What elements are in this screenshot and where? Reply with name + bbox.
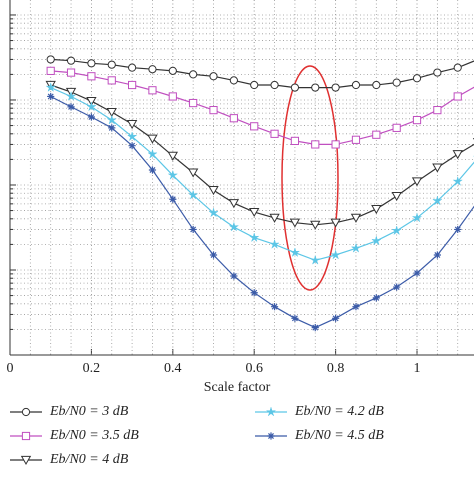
marker <box>331 250 340 258</box>
marker <box>129 81 136 88</box>
marker <box>393 79 400 86</box>
marker <box>332 315 339 322</box>
marker <box>433 164 442 172</box>
marker <box>291 248 300 256</box>
marker <box>454 93 461 100</box>
marker <box>434 251 441 258</box>
marker <box>392 193 401 201</box>
marker <box>190 71 197 78</box>
marker <box>169 93 176 100</box>
marker <box>373 131 380 138</box>
marker <box>373 81 380 88</box>
x-tick-label: 0.8 <box>327 361 345 376</box>
legend-label: Eb/N0 = 4.5 dB <box>294 428 384 443</box>
marker <box>88 113 95 120</box>
marker <box>88 73 95 80</box>
marker <box>454 226 461 233</box>
marker <box>250 233 259 242</box>
marker <box>210 251 217 258</box>
marker <box>434 107 441 114</box>
marker <box>454 64 461 71</box>
marker <box>267 432 274 439</box>
marker <box>108 61 115 68</box>
marker <box>169 196 176 203</box>
marker <box>291 84 298 91</box>
marker <box>352 81 359 88</box>
marker <box>230 115 237 122</box>
series-line <box>51 97 474 328</box>
marker <box>129 142 136 149</box>
marker <box>230 200 239 208</box>
legend-label: Eb/N0 = 3.5 dB <box>49 428 139 443</box>
marker <box>149 166 156 173</box>
marker <box>22 432 29 439</box>
marker <box>393 283 400 290</box>
marker <box>250 208 259 216</box>
marker <box>291 137 298 144</box>
marker <box>271 303 278 310</box>
marker <box>312 141 319 148</box>
marker <box>267 407 276 416</box>
marker <box>230 272 237 279</box>
x-tick-label: 0.6 <box>245 361 263 376</box>
x-axis-label: Scale factor <box>204 380 271 395</box>
marker <box>352 244 361 253</box>
legend-label: Eb/N0 = 4.2 dB <box>294 404 384 419</box>
marker <box>210 107 217 114</box>
marker <box>251 81 258 88</box>
marker <box>251 289 258 296</box>
x-tick-label: 1 <box>414 361 421 376</box>
marker <box>22 408 29 415</box>
marker <box>312 324 319 331</box>
marker <box>332 141 339 148</box>
legend-label: Eb/N0 = 3 dB <box>49 404 129 419</box>
marker <box>67 103 74 110</box>
marker <box>372 206 381 214</box>
marker <box>230 77 237 84</box>
marker <box>271 81 278 88</box>
grid <box>10 0 474 355</box>
marker <box>271 130 278 137</box>
marker <box>392 226 401 235</box>
marker <box>372 236 381 245</box>
marker <box>108 77 115 84</box>
marker <box>413 269 420 276</box>
x-tick-label: 0.4 <box>164 361 182 376</box>
marker <box>413 116 420 123</box>
marker <box>190 99 197 106</box>
marker <box>67 57 74 64</box>
marker <box>169 67 176 74</box>
marker <box>393 124 400 131</box>
marker <box>190 226 197 233</box>
marker <box>67 69 74 76</box>
marker <box>88 60 95 67</box>
marker <box>129 64 136 71</box>
x-tick-label: 0.2 <box>83 361 101 376</box>
marker <box>47 67 54 74</box>
x-tick-label: 0 <box>7 361 14 376</box>
marker <box>270 240 279 249</box>
marker <box>291 315 298 322</box>
marker <box>373 294 380 301</box>
marker <box>453 151 462 159</box>
marker <box>312 84 319 91</box>
marker <box>149 87 156 94</box>
marker <box>251 123 258 130</box>
marker <box>352 303 359 310</box>
marker <box>434 69 441 76</box>
marker <box>332 84 339 91</box>
legend-label: Eb/N0 = 4 dB <box>49 452 129 467</box>
marker <box>108 124 115 131</box>
marker <box>149 66 156 73</box>
marker <box>47 93 54 100</box>
marker <box>352 136 359 143</box>
marker <box>413 75 420 82</box>
marker <box>47 56 54 63</box>
marker <box>210 73 217 80</box>
